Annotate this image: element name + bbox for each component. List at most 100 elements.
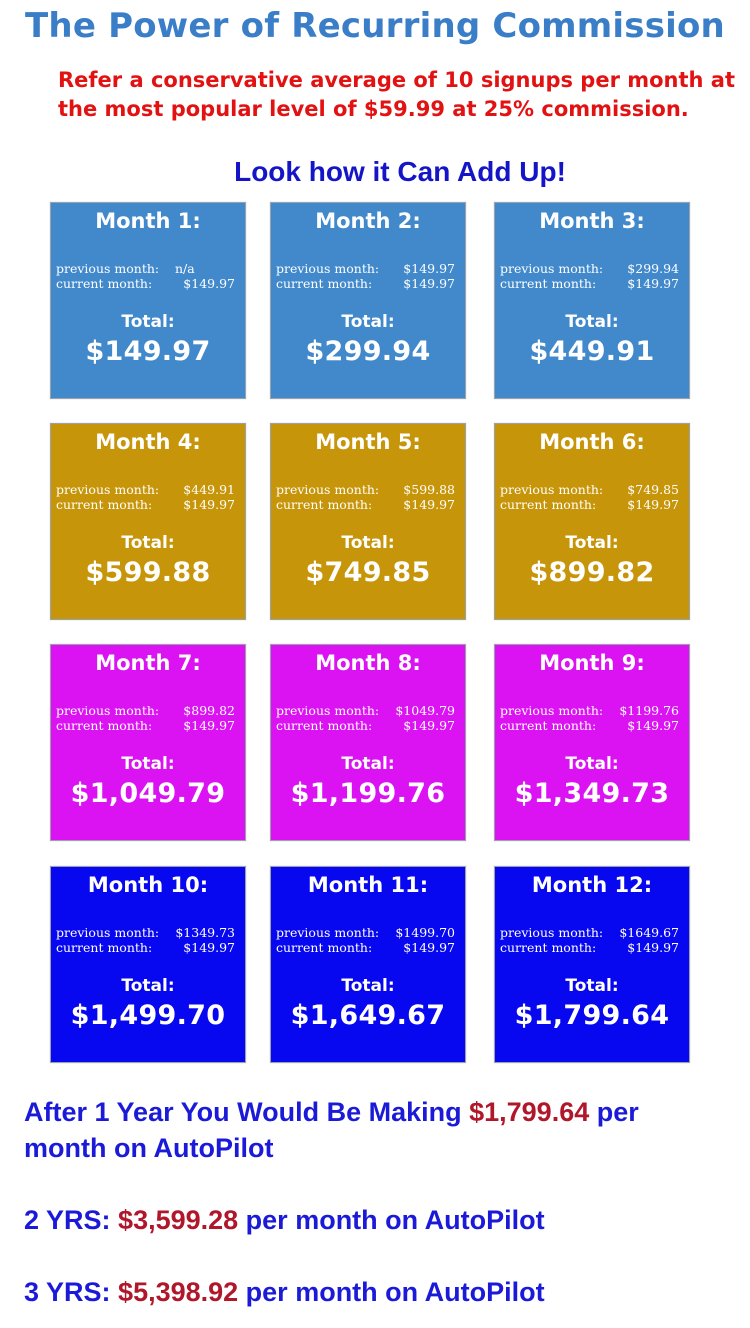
current-month-value: $149.97 bbox=[403, 718, 455, 733]
year-1-text-suffix: per bbox=[589, 1097, 639, 1127]
total-label: Total: bbox=[341, 533, 395, 553]
current-month-label: current month: bbox=[56, 497, 153, 512]
previous-month-value: $749.85 bbox=[627, 482, 679, 497]
previous-month-label: previous month: bbox=[500, 703, 604, 718]
total-label: Total: bbox=[565, 533, 619, 553]
month-label: Month 5: bbox=[315, 430, 421, 454]
current-month-value: $149.97 bbox=[403, 940, 455, 955]
total-value: $1,499.70 bbox=[70, 1000, 226, 1031]
current-month-label: current month: bbox=[56, 718, 153, 733]
current-month-label: current month: bbox=[500, 940, 597, 955]
previous-month-value: $1199.76 bbox=[619, 703, 679, 718]
total-label: Total: bbox=[341, 754, 395, 774]
current-month-label: current month: bbox=[276, 276, 373, 291]
month-label: Month 7: bbox=[95, 651, 201, 675]
total-value: $149.97 bbox=[85, 336, 211, 367]
month-label: Month 1: bbox=[95, 209, 201, 233]
month-label: Month 8: bbox=[315, 651, 421, 675]
intro-line-2: the most popular level of $59.99 at 25% … bbox=[58, 97, 689, 121]
total-value: $1,649.67 bbox=[290, 1000, 446, 1031]
total-label: Total: bbox=[565, 976, 619, 996]
current-month-value: $149.97 bbox=[183, 276, 235, 291]
total-label: Total: bbox=[341, 312, 395, 332]
total-value: $899.82 bbox=[529, 557, 655, 588]
month-label: Month 4: bbox=[95, 430, 201, 454]
month-label: Month 9: bbox=[539, 651, 645, 675]
current-month-label: current month: bbox=[56, 276, 153, 291]
current-month-value: $149.97 bbox=[403, 497, 455, 512]
total-label: Total: bbox=[565, 312, 619, 332]
tagline: Look how it Can Add Up! bbox=[234, 156, 566, 187]
current-month-value: $149.97 bbox=[183, 497, 235, 512]
intro-text: Refer a conservative average of 10 signu… bbox=[58, 66, 750, 124]
current-month-value: $149.97 bbox=[627, 497, 679, 512]
previous-month-label: previous month: bbox=[276, 261, 380, 276]
previous-month-label: previous month: bbox=[56, 261, 160, 276]
current-month-label: current month: bbox=[276, 718, 373, 733]
previous-month-label: previous month: bbox=[276, 482, 380, 497]
month-card-1: Month 1: previous month: n/a current mont… bbox=[50, 202, 246, 399]
previous-month-value: $1649.67 bbox=[619, 925, 679, 940]
month-label: Month 3: bbox=[539, 209, 645, 233]
current-month-label: current month: bbox=[500, 276, 597, 291]
month-label: Month 10: bbox=[87, 873, 209, 897]
year-2-summary: 2 YRS: $3,599.28 per month on AutoPilot bbox=[24, 1202, 744, 1238]
previous-month-value: n/a bbox=[175, 261, 195, 276]
total-value: $449.91 bbox=[529, 336, 655, 367]
month-label: Month 11: bbox=[307, 873, 429, 897]
month-label: Month 12: bbox=[531, 873, 653, 897]
month-card-8: Month 8: previous month: $1049.79 current… bbox=[270, 644, 466, 841]
year-1-text: After 1 Year You Would Be Making bbox=[24, 1097, 470, 1127]
month-label: Month 2: bbox=[315, 209, 421, 233]
month-card-5: Month 5: previous month: $599.88 current … bbox=[270, 423, 466, 620]
year-1-summary: After 1 Year You Would Be Making $1,799.… bbox=[24, 1094, 744, 1166]
total-value: $1,799.64 bbox=[514, 1000, 670, 1031]
total-label: Total: bbox=[565, 754, 619, 774]
previous-month-label: previous month: bbox=[56, 703, 160, 718]
total-label: Total: bbox=[121, 312, 175, 332]
year-3-text: per month on AutoPilot bbox=[238, 1277, 545, 1307]
month-label: Month 6: bbox=[539, 430, 645, 454]
total-label: Total: bbox=[121, 754, 175, 774]
previous-month-value: $299.94 bbox=[627, 261, 679, 276]
year-3-amount: $5,398.92 bbox=[118, 1277, 239, 1307]
year-1-amount: $1,799.64 bbox=[469, 1097, 590, 1127]
intro-line-1: Refer a conservative average of 10 signu… bbox=[58, 68, 736, 92]
current-month-value: $149.97 bbox=[627, 718, 679, 733]
month-card-10: Month 10: previous month: $1349.73 curren… bbox=[50, 866, 246, 1063]
current-month-value: $149.97 bbox=[627, 276, 679, 291]
month-card-11: Month 11: previous month: $1499.70 curren… bbox=[270, 866, 466, 1063]
month-card-12: Month 12: previous month: $1649.67 curren… bbox=[494, 866, 690, 1063]
month-card-4: Month 4: previous month: $449.91 current … bbox=[50, 423, 246, 620]
previous-month-label: previous month: bbox=[276, 925, 380, 940]
year-1-text-line2: month on AutoPilot bbox=[24, 1133, 274, 1163]
total-label: Total: bbox=[121, 976, 175, 996]
month-card-7: Month 7: previous month: $899.82 current … bbox=[50, 644, 246, 841]
current-month-label: current month: bbox=[56, 940, 153, 955]
current-month-label: current month: bbox=[500, 718, 597, 733]
previous-month-value: $149.97 bbox=[403, 261, 455, 276]
month-card-3: Month 3: previous month: $299.94 current … bbox=[494, 202, 690, 399]
previous-month-value: $1499.70 bbox=[395, 925, 455, 940]
current-month-value: $149.97 bbox=[183, 718, 235, 733]
previous-month-label: previous month: bbox=[56, 482, 160, 497]
total-label: Total: bbox=[341, 976, 395, 996]
current-month-value: $149.97 bbox=[627, 940, 679, 955]
year-2-text: per month on AutoPilot bbox=[238, 1205, 545, 1235]
year-2-label: 2 YRS: bbox=[24, 1205, 119, 1235]
total-value: $1,199.76 bbox=[290, 778, 446, 809]
month-card-6: Month 6: previous month: $749.85 current … bbox=[494, 423, 690, 620]
previous-month-label: previous month: bbox=[276, 703, 380, 718]
current-month-value: $149.97 bbox=[183, 940, 235, 955]
year-2-amount: $3,599.28 bbox=[118, 1205, 239, 1235]
current-month-value: $149.97 bbox=[403, 276, 455, 291]
previous-month-value: $1349.73 bbox=[175, 925, 235, 940]
previous-month-value: $449.91 bbox=[183, 482, 235, 497]
month-card-9: Month 9: previous month: $1199.76 current… bbox=[494, 644, 690, 841]
total-label: Total: bbox=[121, 533, 175, 553]
current-month-label: current month: bbox=[276, 497, 373, 512]
previous-month-value: $1049.79 bbox=[395, 703, 455, 718]
previous-month-value: $899.82 bbox=[183, 703, 235, 718]
year-3-summary: 3 YRS: $5,398.92 per month on AutoPilot bbox=[24, 1274, 744, 1310]
total-value: $299.94 bbox=[305, 336, 431, 367]
